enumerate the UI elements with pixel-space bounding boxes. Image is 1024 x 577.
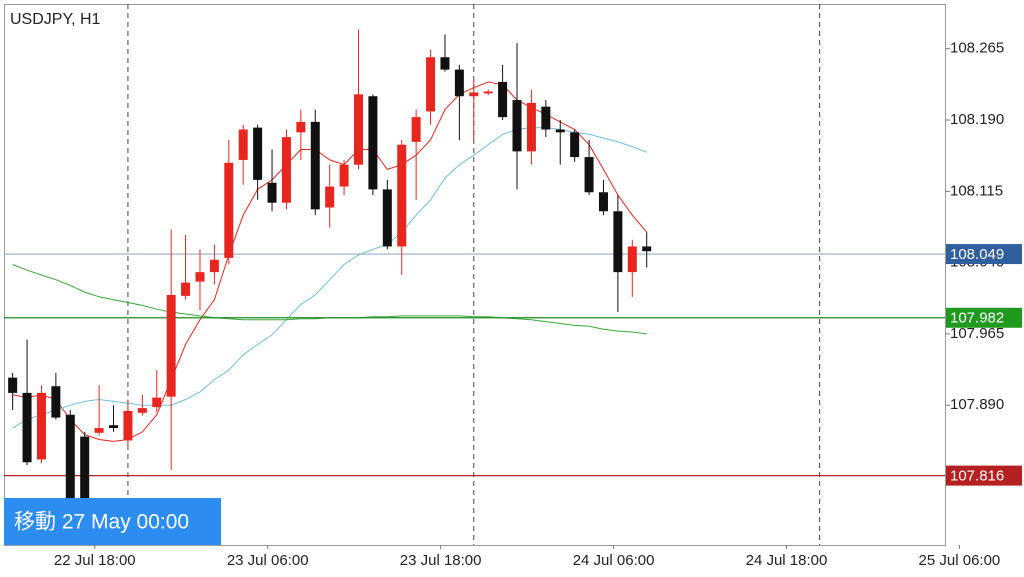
- price-level-label: 107.816: [950, 468, 1004, 485]
- candle-body: [440, 57, 450, 70]
- annotation: 移動 27 May 00:00: [14, 511, 189, 534]
- candle-body: [642, 246, 652, 252]
- ma-line: [12, 127, 647, 429]
- candle-body: [584, 157, 594, 193]
- ma-line: [12, 81, 648, 442]
- candle-body: [613, 211, 623, 273]
- candle-body: [238, 129, 248, 160]
- candle-body: [598, 192, 608, 212]
- candle-body: [570, 132, 580, 158]
- candle-body: [397, 144, 407, 247]
- price-level-label: 107.982: [950, 310, 1004, 327]
- candle-body: [325, 186, 335, 208]
- candle-body: [123, 410, 133, 441]
- candle-body: [253, 127, 263, 180]
- y-tick-label: 108.190: [950, 111, 1004, 128]
- axis-layer: 107.890107.965108.040108.115108.190108.2…: [54, 40, 1022, 569]
- candle-body: [65, 414, 75, 501]
- candle-body: [454, 69, 464, 97]
- candle-body: [281, 137, 291, 203]
- candle-body: [339, 164, 349, 187]
- x-tick-label: 23 Jul 06:00: [227, 552, 309, 569]
- candle-body: [181, 282, 191, 296]
- annotation-box: [4, 498, 221, 545]
- candle-body: [166, 294, 176, 397]
- y-tick-label: 108.115: [950, 182, 1003, 199]
- candle-body: [483, 91, 493, 94]
- plot-frame: [4, 4, 946, 546]
- candle-body: [8, 377, 18, 393]
- x-tick-label: 25 Jul 06:00: [919, 552, 1001, 569]
- candle-body: [152, 397, 162, 408]
- candle-body: [224, 162, 234, 258]
- y-tick-label: 108.265: [950, 40, 1004, 57]
- candle-body: [382, 189, 392, 247]
- candle-body: [555, 129, 565, 133]
- x-tick-label: 24 Jul 06:00: [573, 552, 655, 569]
- price-level-tag: [946, 465, 1022, 486]
- price-level-tag: [946, 307, 1022, 328]
- price-level-label: 108.049: [950, 246, 1004, 263]
- candle-body: [310, 121, 320, 210]
- candle-body: [209, 259, 219, 273]
- y-tick-label: 107.890: [950, 396, 1004, 413]
- candle-body: [195, 272, 205, 282]
- candle-body: [526, 102, 536, 152]
- x-tick-label: 22 Jul 18:00: [54, 552, 136, 569]
- candle-body: [80, 436, 90, 501]
- candle-body: [512, 100, 522, 152]
- candle-body: [137, 408, 147, 413]
- candle-body: [368, 96, 378, 190]
- candles-layer: [8, 29, 652, 510]
- candle-body: [498, 81, 508, 118]
- candle-body: [426, 57, 436, 112]
- candle-body: [109, 425, 119, 429]
- candle-body: [627, 246, 637, 273]
- candle-body: [22, 392, 32, 463]
- candle-body: [94, 428, 104, 433]
- chart-title: USDJPY, H1: [10, 11, 101, 28]
- x-tick-label: 24 Jul 18:00: [746, 552, 828, 569]
- candle-body: [411, 117, 421, 142]
- candle-body: [541, 106, 551, 130]
- candle-body: [469, 92, 479, 97]
- candle-body: [51, 386, 61, 418]
- candle-body: [296, 121, 306, 133]
- candle-body: [353, 94, 363, 165]
- y-tick-label: 107.965: [950, 325, 1004, 342]
- candle-body: [267, 182, 277, 203]
- lines-layer: [4, 81, 945, 477]
- x-tick-label: 23 Jul 18:00: [400, 552, 482, 569]
- price-level-tag: [946, 244, 1022, 265]
- candle-body: [36, 392, 46, 460]
